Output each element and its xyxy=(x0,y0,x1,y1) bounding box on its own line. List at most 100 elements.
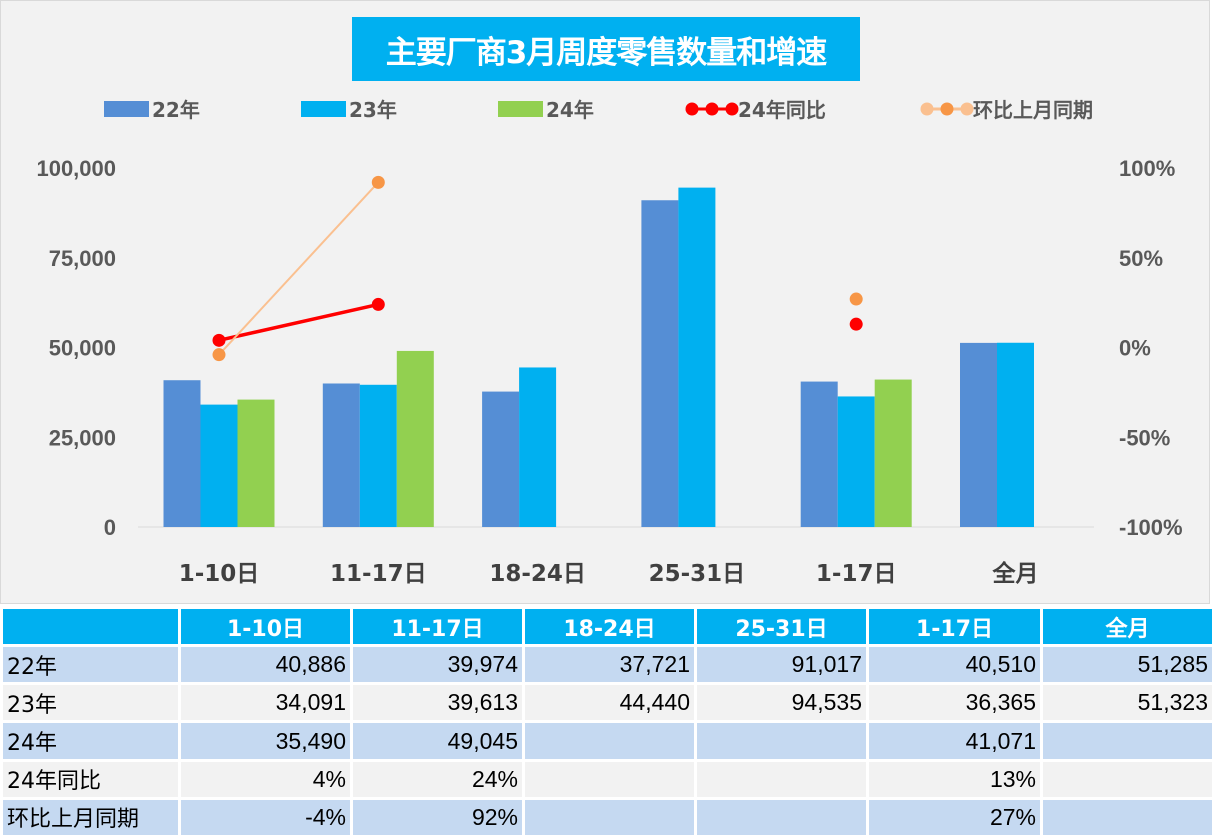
right-tick-label: 0% xyxy=(1119,336,1151,361)
table-cell: 44,440 xyxy=(522,682,697,724)
table-cell: 36,365 xyxy=(866,682,1043,724)
legend-label: 23年 xyxy=(349,98,397,122)
left-tick-label: 50,000 xyxy=(49,336,116,361)
legend-marker-24年同比 xyxy=(705,102,719,116)
row-label: 24年同比 xyxy=(0,758,181,800)
bar-22年-11-17日 xyxy=(322,383,360,527)
legend-marker-环比上月同期 xyxy=(920,102,934,116)
table-cell: 94,535 xyxy=(694,682,869,724)
table-cell xyxy=(1040,758,1212,800)
bar-24年-1-10日 xyxy=(237,399,275,527)
bar-23年-18-24日 xyxy=(519,367,557,527)
row-label: 24年 xyxy=(0,720,181,762)
table-cell: 91,017 xyxy=(694,644,869,686)
legend-marker-24年同比 xyxy=(725,102,739,116)
category-label: 25-31日 xyxy=(649,561,746,587)
table-row: 22年 40,886 39,974 37,721 91,017 40,510 51,285 xyxy=(0,644,1212,686)
right-tick-label: 100% xyxy=(1119,156,1175,181)
right-tick-label: 50% xyxy=(1119,246,1163,271)
bar-23年-全月 xyxy=(997,342,1034,527)
table-row: 23年 34,091 39,613 44,440 94,535 36,365 51,323 xyxy=(0,682,1212,724)
bar-22年-18-24日 xyxy=(482,391,520,527)
table-cell: 49,045 xyxy=(350,720,525,762)
bar-23年-1-10日 xyxy=(200,404,238,527)
table-cell: 51,285 xyxy=(1040,644,1212,686)
category-label: 1-10日 xyxy=(179,561,260,587)
table-cell: 27% xyxy=(866,796,1043,838)
legend-label: 24年 xyxy=(546,98,594,122)
table-header-cell: 18-24日 xyxy=(522,605,697,648)
table-cell: 39,974 xyxy=(350,644,525,686)
table-cell: 40,886 xyxy=(178,644,353,686)
table-cell xyxy=(694,796,869,838)
table-cell xyxy=(694,758,869,800)
category-label: 11-17日 xyxy=(330,561,427,587)
chart-title: 主要厂商3月周度零售数量和增速 xyxy=(352,17,860,81)
table-header-cell xyxy=(0,605,181,648)
chart-area: 主要厂商3月周度零售数量和增速 0 25,000 50,000 75,000 100,0… xyxy=(0,0,1210,604)
table-cell: 34,091 xyxy=(178,682,353,724)
point-环比上月同期-11-17日 xyxy=(371,175,385,189)
table-cell: 4% xyxy=(178,758,353,800)
category-label: 1-17日 xyxy=(816,561,897,587)
row-label: 环比上月同期 xyxy=(0,796,181,838)
table-cell: 41,071 xyxy=(866,720,1043,762)
line-segment-24年同比 xyxy=(218,302,379,343)
bar-22年-1-17日 xyxy=(800,381,838,527)
category-label: 18-24日 xyxy=(489,561,586,587)
data-table: 1-10日 11-17日 18-24日 25-31日 1-17日 全月 22年 40,886 3… xyxy=(0,605,1212,838)
table-cell xyxy=(522,758,697,800)
table-cell: 13% xyxy=(866,758,1043,800)
legend-marker-环比上月同期 xyxy=(960,102,974,116)
table-row: 环比上月同期 -4% 92% 27% xyxy=(0,796,1212,838)
chart-svg: 0 25,000 50,000 75,000 100,000 -100% -50% 0% 50%… xyxy=(36,98,1183,587)
table-cell: -4% xyxy=(178,796,353,838)
line-segment-环比上月同期 xyxy=(218,181,380,356)
left-tick-label: 25,000 xyxy=(49,425,116,450)
table-cell xyxy=(694,720,869,762)
table-cell: 24% xyxy=(350,758,525,800)
row-label: 22年 xyxy=(0,644,181,686)
bar-22年-全月 xyxy=(960,342,997,527)
table-cell xyxy=(522,796,697,838)
point-24年同比-11-17日 xyxy=(371,297,385,311)
bar-23年-11-17日 xyxy=(359,384,397,527)
legend-swatch-24年 xyxy=(498,101,543,117)
left-tick-label: 75,000 xyxy=(49,246,116,271)
legend-label: 24年同比 xyxy=(738,98,826,122)
right-tick-label: -100% xyxy=(1119,515,1183,540)
legend-swatch-23年 xyxy=(301,101,346,117)
bar-22年-25-31日 xyxy=(641,200,679,527)
table-cell: 51,323 xyxy=(1040,682,1212,724)
table-header-row: 1-10日 11-17日 18-24日 25-31日 1-17日 全月 xyxy=(0,605,1212,648)
point-环比上月同期-1-10日 xyxy=(212,348,226,362)
table-header-cell: 全月 xyxy=(1040,605,1212,648)
legend-marker-24年同比 xyxy=(685,102,699,116)
bar-23年-25-31日 xyxy=(678,187,716,527)
table-cell xyxy=(1040,796,1212,838)
table-row: 24年 35,490 49,045 41,071 xyxy=(0,720,1212,762)
category-label: 全月 xyxy=(992,560,1039,587)
point-24年同比-1-17日 xyxy=(849,317,863,331)
bar-24年-1-17日 xyxy=(874,379,912,527)
table-header-cell: 1-17日 xyxy=(866,605,1043,648)
table-cell: 39,613 xyxy=(350,682,525,724)
bar-23年-1-17日 xyxy=(837,396,875,527)
left-tick-label: 100,000 xyxy=(36,156,116,181)
legend-label: 环比上月同期 xyxy=(973,98,1093,122)
table-cell xyxy=(522,720,697,762)
legend-marker-环比上月同期 xyxy=(940,102,954,116)
table-cell: 92% xyxy=(350,796,525,838)
bar-22年-1-10日 xyxy=(163,380,201,527)
point-24年同比-1-10日 xyxy=(212,333,226,347)
table-row: 24年同比 4% 24% 13% xyxy=(0,758,1212,800)
left-tick-label: 0 xyxy=(104,515,116,540)
table-header-cell: 11-17日 xyxy=(350,605,525,648)
legend-swatch-22年 xyxy=(104,101,149,117)
table-cell: 35,490 xyxy=(178,720,353,762)
point-环比上月同期-1-17日 xyxy=(849,292,863,306)
table-cell: 40,510 xyxy=(866,644,1043,686)
legend-label: 22年 xyxy=(152,98,200,122)
table-cell: 37,721 xyxy=(522,644,697,686)
right-tick-label: -50% xyxy=(1119,425,1170,450)
